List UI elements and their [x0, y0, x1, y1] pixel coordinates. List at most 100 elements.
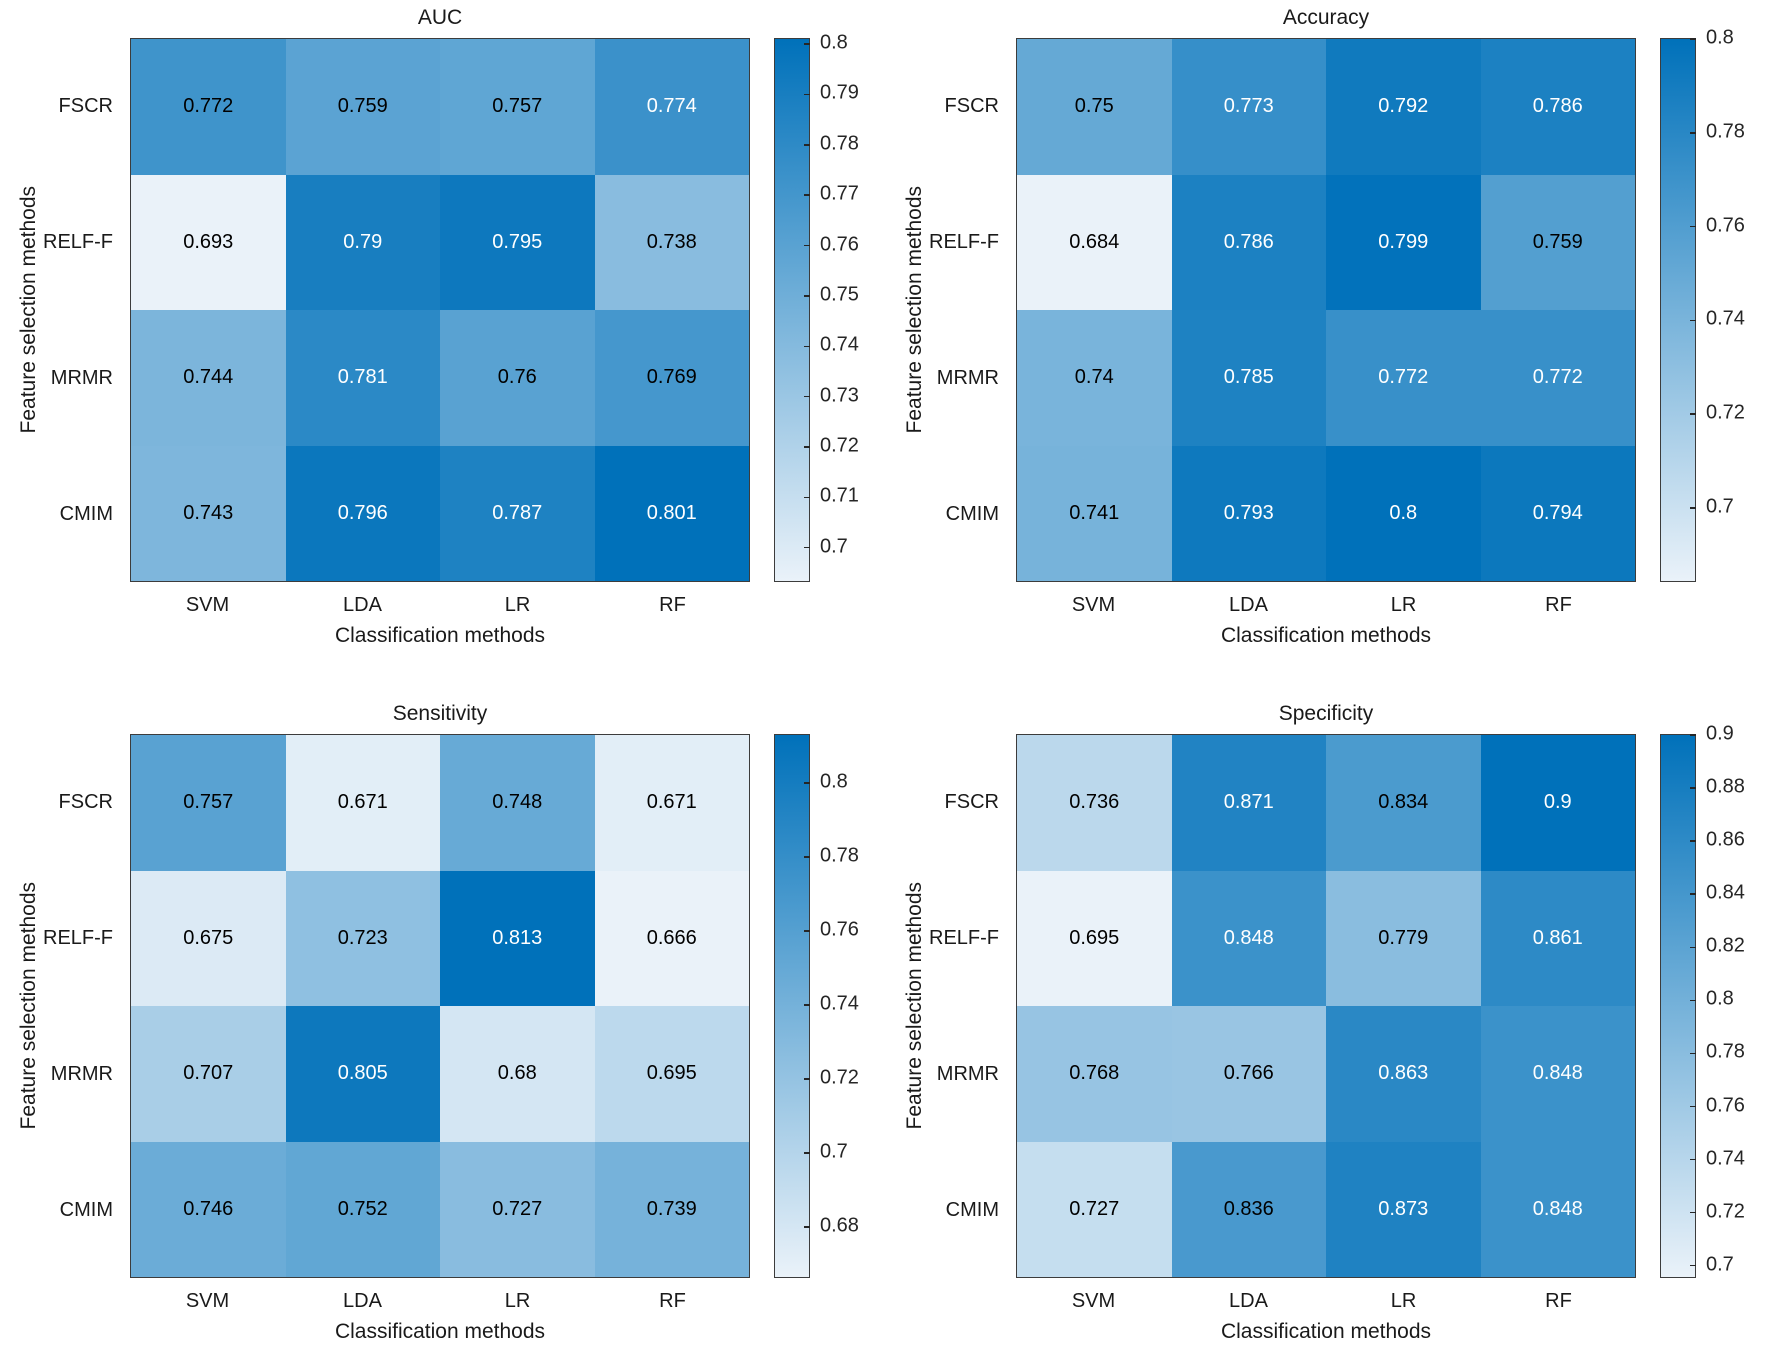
row-label: RELF-F	[929, 926, 999, 949]
colorbar-tick-mark	[804, 1078, 810, 1080]
heatmap-cell: 0.834	[1326, 735, 1481, 871]
colorbar-tick-mark	[1690, 132, 1696, 134]
colorbar-tick-mark	[804, 856, 810, 858]
colorbar-tick-label: 0.88	[1706, 775, 1745, 798]
colorbar-tick-label: 0.73	[820, 384, 859, 407]
colorbar-tick-label: 0.74	[820, 333, 859, 356]
colorbar-tick-mark	[804, 546, 810, 549]
colorbar: 0.8 0.78 0.76 0.74 0.72 0.7 0.68	[774, 734, 886, 1278]
colorbar-tick-mark	[1690, 734, 1696, 736]
heatmap-cell: 0.786	[1171, 174, 1326, 310]
colorbar-tick-label: 0.86	[1706, 828, 1745, 851]
panel-title: Sensitivity	[392, 702, 488, 725]
heatmap-cell: 0.793	[1171, 445, 1326, 581]
colorbar-tick-mark	[804, 244, 810, 247]
colorbar-tick-label: 0.79	[820, 81, 859, 104]
col-label: LDA	[343, 1290, 382, 1312]
heatmap-cell: 0.848	[1171, 870, 1326, 1006]
colorbar-tick-mark	[804, 144, 810, 146]
colorbar-tick-mark	[1690, 38, 1696, 40]
heatmap-panel-sensitivity: Sensitivity Feature selection methods FSCR…	[0, 672, 886, 1345]
row-label: RELF-F	[43, 926, 113, 949]
row-label: CMIM	[945, 1198, 999, 1221]
panel-inner: Specificity Feature selection methods FSCR…	[886, 696, 1772, 1346]
panel-title: AUC	[417, 6, 463, 29]
heatmap-cell: 0.9	[1480, 735, 1635, 871]
colorbar-tick-mark	[1690, 507, 1696, 509]
colorbar-tick-mark	[1690, 1052, 1696, 1055]
x-tick-labels: SVM LDA LR RF	[130, 1290, 750, 1313]
heatmap-cell: 0.786	[1480, 39, 1635, 175]
heatmap-cell: 0.752	[285, 1141, 440, 1277]
colorbar-tick-mark	[804, 446, 810, 448]
colorbar-tick-label: 0.78	[820, 844, 859, 867]
heatmap-cell: 0.707	[131, 1006, 286, 1142]
heatmap-cell: 0.727	[440, 1141, 595, 1277]
colorbar: 0.8 0.79 0.78 0.77 0.76 0.75 0.74 0.73 0.72 0.71 0…	[774, 32, 886, 582]
x-axis-label: Classification methods	[334, 1320, 546, 1343]
heatmap-cell: 0.746	[131, 1141, 286, 1277]
x-tick-labels: SVM LDA LR RF	[1016, 594, 1636, 617]
colorbar-tick-label: 0.8	[820, 770, 848, 793]
colorbar-tick-label: 0.8	[1706, 987, 1734, 1010]
heatmap-cell: 0.759	[285, 39, 440, 175]
heatmap-cell: 0.785	[1171, 310, 1326, 446]
row-label: CMIM	[59, 1198, 113, 1221]
heatmap-cell: 0.743	[131, 445, 286, 581]
colorbar-tick-mark	[804, 782, 810, 784]
colorbar-tick-mark	[804, 194, 810, 196]
heatmap-cell: 0.801	[594, 445, 749, 581]
colorbar-tick-mark	[1690, 1211, 1696, 1214]
heatmap-panel-specificity: Specificity Feature selection methods FSCR…	[886, 672, 1772, 1345]
heatmap-cell: 0.792	[1326, 39, 1481, 175]
colorbar-tick-label: 0.72	[820, 1066, 859, 1089]
colorbar: 0.9 0.88 0.86 0.84 0.82 0.8 0.78 0.76 0.74 0.72 0.…	[1660, 723, 1772, 1278]
heatmap-cell: 0.759	[1480, 174, 1635, 310]
colorbar-tick-label: 0.74	[1706, 307, 1745, 330]
heatmap-cell: 0.772	[1326, 310, 1481, 446]
colorbar-tick-mark	[1690, 319, 1696, 322]
colorbar-tick-label: 0.72	[820, 434, 859, 457]
row-label: CMIM	[945, 502, 999, 525]
colorbar-gradient	[1660, 734, 1696, 1278]
heatmap-cell: 0.727	[1017, 1141, 1172, 1277]
colorbar-tick-label: 0.68	[820, 1214, 859, 1237]
row-label: FSCR	[944, 94, 999, 117]
heatmap-panel-auc: AUC Feature selection methods FSCR RELF-F MR…	[0, 0, 886, 672]
heatmap-cell: 0.68	[440, 1006, 595, 1142]
heatmap-cell: 0.738	[594, 174, 749, 310]
col-label: LDA	[343, 594, 382, 616]
heatmap-cell: 0.848	[1480, 1141, 1635, 1277]
panel-inner: AUC Feature selection methods FSCR RELF-F MR…	[0, 0, 886, 650]
heatmap-cell: 0.736	[1017, 735, 1172, 871]
col-label: RF	[659, 1290, 686, 1312]
heatmap-panel-accuracy: Accuracy Feature selection methods FSCR REL…	[886, 0, 1772, 672]
panel-title: Accuracy	[1282, 6, 1370, 29]
heatmap-cell: 0.861	[1480, 870, 1635, 1006]
heatmap-cell: 0.695	[1017, 870, 1172, 1006]
heatmap-cell: 0.795	[440, 174, 595, 310]
y-tick-labels: FSCR RELF-F MRMR CMIM	[886, 734, 1008, 1278]
colorbar-tick-mark	[1690, 946, 1696, 949]
colorbar-tick-label: 0.76	[820, 233, 859, 256]
heatmap-cell: 0.774	[594, 39, 749, 175]
heatmap-cell: 0.748	[440, 735, 595, 871]
heatmap-cell: 0.848	[1480, 1006, 1635, 1142]
heatmap-cell: 0.741	[1017, 445, 1172, 581]
colorbar-gradient	[774, 38, 810, 582]
colorbar-tick-mark	[804, 345, 810, 347]
heatmap-cell: 0.863	[1326, 1006, 1481, 1142]
colorbar-tick-mark	[804, 496, 810, 499]
colorbar-tick-mark	[804, 93, 810, 96]
colorbar-tick-mark	[804, 1004, 810, 1006]
heatmap-cell: 0.871	[1171, 735, 1326, 871]
heatmap-cell: 0.769	[594, 310, 749, 446]
colorbar-tick-mark	[804, 295, 810, 297]
colorbar-tick-label: 0.78	[1706, 120, 1745, 143]
colorbar-tick-label: 0.78	[1706, 1040, 1745, 1063]
colorbar-tick-label: 0.7	[820, 1140, 848, 1163]
heatmap-grid: 0.736 0.871 0.834 0.9 0.695 0.848 0.779 0.861 0.…	[1016, 734, 1636, 1278]
heatmap-cell: 0.757	[131, 735, 286, 871]
colorbar-tick-label: 0.84	[1706, 881, 1745, 904]
heatmap-cell: 0.8	[1326, 445, 1481, 581]
